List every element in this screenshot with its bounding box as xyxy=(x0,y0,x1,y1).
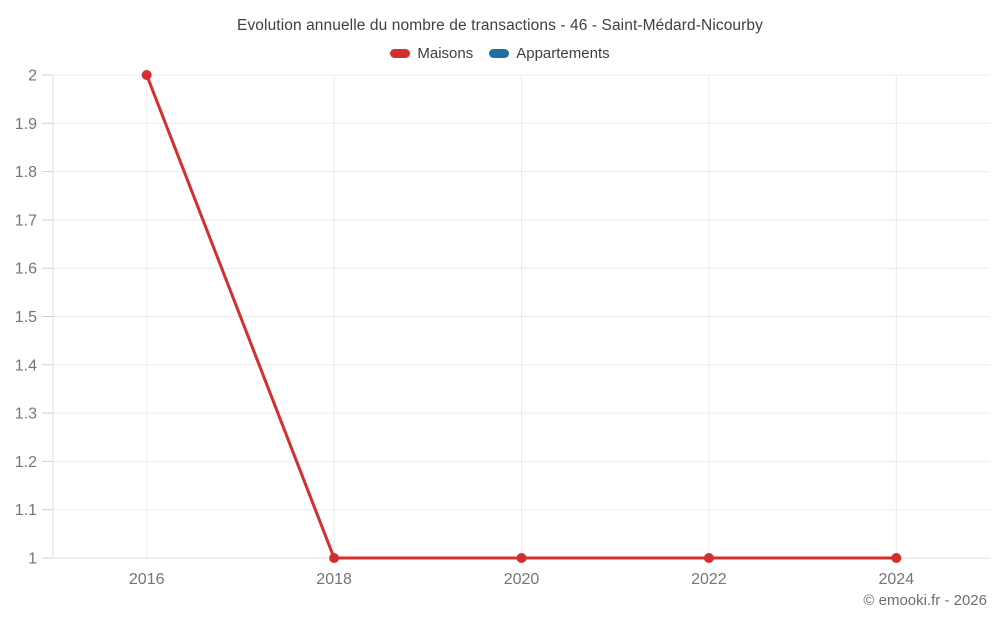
chart-title: Evolution annuelle du nombre de transact… xyxy=(237,17,763,34)
appartements-series-swatch-icon xyxy=(489,49,510,58)
maisons-series-swatch-icon xyxy=(390,49,411,58)
y-tick-label: 1.8 xyxy=(15,164,37,181)
y-tick-label: 1.1 xyxy=(15,502,37,519)
y-tick-label: 1.6 xyxy=(15,261,37,278)
data-point-maisons xyxy=(329,553,340,563)
legend-item-appartements[interactable]: Appartements xyxy=(489,45,610,62)
data-point-maisons xyxy=(516,553,527,563)
x-tick-label: 2018 xyxy=(316,571,352,588)
y-tick-label: 1.2 xyxy=(15,454,37,471)
y-tick-label: 1.4 xyxy=(15,357,37,374)
y-tick-label: 1.9 xyxy=(15,116,37,133)
x-tick-label: 2016 xyxy=(129,571,165,588)
data-point-maisons xyxy=(703,553,714,563)
copyright: © emooki.fr - 2026 xyxy=(863,592,987,609)
data-point-maisons xyxy=(891,553,902,563)
x-tick-label: 2022 xyxy=(691,571,727,588)
y-tick-label: 1.3 xyxy=(15,406,37,423)
x-tick-label: 2020 xyxy=(504,571,540,588)
legend-label-maisons: Maisons xyxy=(417,45,474,62)
x-tick-label: 2024 xyxy=(879,571,915,588)
legend-item-maisons[interactable]: Maisons xyxy=(390,45,473,62)
y-tick-label: 1.5 xyxy=(15,309,37,326)
y-tick-label: 1 xyxy=(28,551,37,568)
data-point-maisons xyxy=(141,70,152,80)
y-tick-label: 2 xyxy=(28,68,37,85)
y-tick-label: 1.7 xyxy=(15,212,37,229)
legend-label-appartements: Appartements xyxy=(516,45,610,62)
legend: Maisons Appartements xyxy=(0,45,1000,62)
